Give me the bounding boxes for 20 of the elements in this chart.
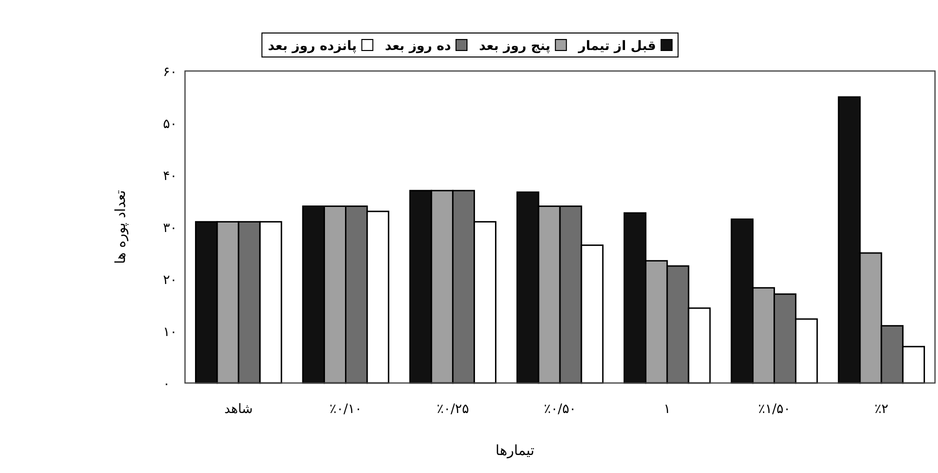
y-tick-label: ۶۰ (163, 65, 177, 80)
y-tick-label: ۰ (163, 377, 170, 392)
x-tick-label: ۱ (664, 402, 671, 417)
legend-label: پنج روز بعد (479, 39, 550, 54)
x-tick-label: شاهد (224, 402, 253, 417)
legend-label: قبل از تیمار (577, 39, 656, 54)
legend-label: پانزده روز بعد (268, 39, 357, 54)
x-tick-label: ٪۰/۲۵ (436, 402, 470, 417)
y-tick-label: ۳۰ (163, 221, 177, 236)
legend-label: ده روز بعد (384, 39, 452, 54)
x-tick-label: ٪۰/۱۰ (330, 402, 362, 417)
x-tick-label: ٪۰/۵۰ (544, 402, 576, 417)
x-axis-title: تیمارها (496, 443, 535, 459)
y-axis-title: تعداد پوره ها (113, 190, 129, 264)
y-tick-label: ۴۰ (163, 169, 177, 184)
x-tick-label: ٪۱/۵۰ (758, 402, 790, 417)
y-tick-label: ۲۰ (163, 273, 177, 288)
y-tick-label: ۵۰ (163, 117, 177, 132)
y-tick-label: ۱۰ (163, 325, 177, 340)
x-tick-label: ٪۲ (874, 402, 888, 417)
